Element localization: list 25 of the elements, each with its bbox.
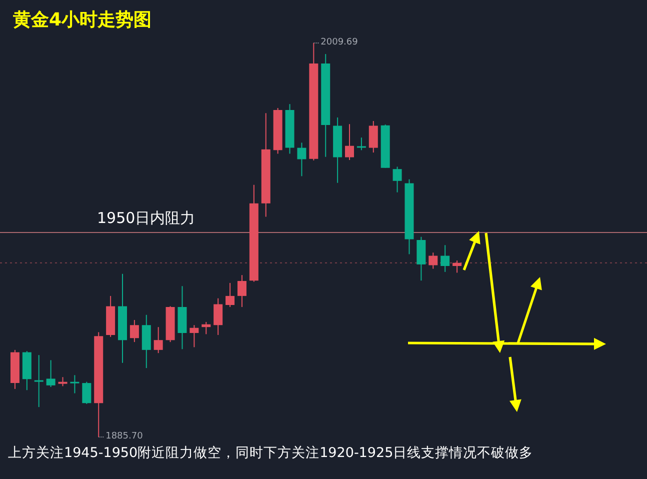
candlestick bbox=[452, 260, 462, 274]
candlestick bbox=[58, 376, 68, 387]
candlestick bbox=[226, 282, 235, 308]
candlestick bbox=[130, 319, 139, 343]
candlestick bbox=[428, 252, 438, 270]
candlestick bbox=[154, 326, 163, 354]
chart-title: 黄金4小时走势图 bbox=[12, 10, 152, 30]
candlestick bbox=[190, 324, 199, 348]
annotation: 2009.69 bbox=[320, 38, 358, 48]
candlestick bbox=[34, 354, 44, 408]
candlestick bbox=[237, 274, 246, 308]
candlestick bbox=[356, 137, 366, 151]
annotation: 1885.70 bbox=[106, 432, 144, 442]
candlestick bbox=[46, 360, 56, 388]
candlestick bbox=[202, 321, 211, 335]
candlestick bbox=[297, 142, 306, 177]
candlestick bbox=[440, 244, 450, 272]
candlestick bbox=[368, 120, 378, 154]
candlestick bbox=[82, 381, 92, 404]
candlestick bbox=[345, 124, 354, 161]
candlestick bbox=[214, 298, 223, 336]
candlestick bbox=[392, 166, 402, 193]
text: 上方关注1945-1950附近阻力做空，同时下方关注1920-1925日线支撑情况不破做多 bbox=[8, 445, 534, 461]
candlestick bbox=[70, 374, 80, 394]
ref-line-label: 1950日内阻力 bbox=[97, 209, 196, 228]
